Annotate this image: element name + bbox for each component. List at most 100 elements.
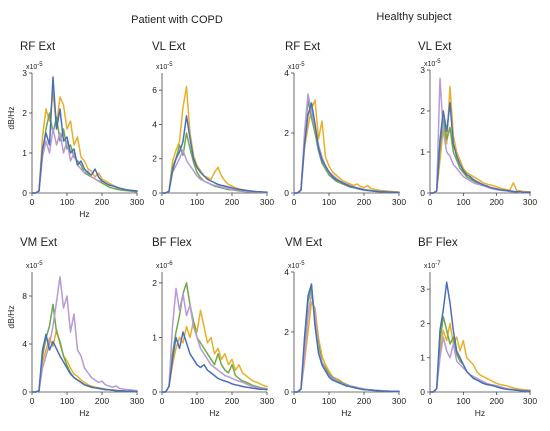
x-axis-label: Hz bbox=[475, 408, 485, 418]
exponent-label: x10-7 bbox=[424, 261, 441, 270]
x-tick-label: 300 bbox=[523, 197, 537, 207]
series-line-1 bbox=[429, 322, 531, 393]
x-axis-label: Hz bbox=[341, 408, 351, 418]
x-tick-label: 200 bbox=[225, 396, 239, 406]
y-axis-label: dB/Hz bbox=[6, 106, 16, 129]
series-line-4 bbox=[161, 331, 268, 393]
series-line-1 bbox=[429, 85, 531, 194]
series-line-1 bbox=[31, 92, 138, 194]
y-tick-label: 2 bbox=[152, 278, 157, 288]
panel-title: RF Ext bbox=[285, 41, 321, 53]
x-tick-label: 100 bbox=[322, 197, 336, 207]
panel-2: VL Ext x10-5 0 100 200 300 0 2 4 6 bbox=[152, 41, 274, 207]
y-tick-label: 3 bbox=[420, 284, 425, 294]
panel-3: RF Ext x10-5 0 100 200 300 0 2 4 bbox=[284, 41, 406, 207]
x-tick-label: 300 bbox=[523, 396, 537, 406]
y-tick-label: 0 bbox=[152, 387, 157, 397]
panel-title: BF Flex bbox=[152, 237, 192, 249]
x-tick-label: 0 bbox=[292, 396, 297, 406]
series-line-1 bbox=[161, 85, 268, 194]
exponent-label: x10-5 bbox=[288, 62, 305, 71]
series-line-4 bbox=[293, 283, 400, 393]
y-axis-label: dB/Hz bbox=[6, 305, 16, 328]
group-title-copd: Patient with COPD bbox=[131, 14, 223, 26]
x-tick-label: 100 bbox=[190, 396, 204, 406]
y-tick-label: 0 bbox=[22, 387, 27, 397]
y-tick-label: 1 bbox=[420, 147, 425, 157]
series-line-3 bbox=[429, 336, 531, 393]
series-line-3 bbox=[161, 287, 268, 393]
y-tick-label: 2 bbox=[152, 154, 157, 164]
y-tick-label: 4 bbox=[22, 339, 27, 349]
x-tick-label: 200 bbox=[357, 197, 371, 207]
y-tick-label: 2 bbox=[22, 108, 27, 118]
y-tick-label: 4 bbox=[152, 119, 157, 129]
panel-title: VM Ext bbox=[20, 237, 58, 249]
x-tick-label: 100 bbox=[456, 396, 470, 406]
panel-5: VM Ext x10-5 0 100 200 300 0 4 8 Hz dB/Hz bbox=[6, 237, 144, 418]
y-tick-label: 0 bbox=[284, 387, 289, 397]
series-line-4 bbox=[161, 115, 268, 194]
panel-title: BF Flex bbox=[418, 237, 458, 249]
x-tick-label: 100 bbox=[60, 396, 74, 406]
x-tick-label: 100 bbox=[456, 197, 470, 207]
y-tick-label: 0 bbox=[420, 188, 425, 198]
x-tick-label: 100 bbox=[60, 197, 74, 207]
x-axis-label: Hz bbox=[79, 209, 89, 219]
y-tick-label: 4 bbox=[284, 68, 289, 78]
y-tick-label: 0 bbox=[284, 188, 289, 198]
exponent-label: x10-5 bbox=[26, 261, 43, 270]
x-tick-label: 300 bbox=[130, 197, 144, 207]
y-tick-label: 1 bbox=[420, 353, 425, 363]
series-line-4 bbox=[31, 333, 138, 393]
series-line-2 bbox=[293, 99, 400, 194]
y-tick-label: 0 bbox=[22, 188, 27, 198]
x-tick-label: 100 bbox=[190, 197, 204, 207]
series-line-1 bbox=[293, 99, 400, 194]
series-line-4 bbox=[429, 102, 531, 194]
group-title-healthy: Healthy subject bbox=[376, 11, 451, 23]
x-tick-label: 300 bbox=[260, 197, 274, 207]
y-tick-label: 1 bbox=[22, 148, 27, 158]
panel-title: VL Ext bbox=[152, 41, 186, 53]
y-tick-label: 0 bbox=[420, 387, 425, 397]
y-tick-label: 2 bbox=[420, 318, 425, 328]
y-tick-label: 3 bbox=[420, 65, 425, 75]
x-tick-label: 0 bbox=[292, 197, 297, 207]
series-line-4 bbox=[31, 76, 138, 194]
x-tick-label: 300 bbox=[260, 396, 274, 406]
series-line-1 bbox=[161, 309, 268, 393]
panel-7: VM Ext x10-5 0 100 200 300 0 2 4 Hz bbox=[284, 237, 406, 418]
x-tick-label: 200 bbox=[490, 197, 504, 207]
series-line-2 bbox=[429, 118, 531, 194]
y-tick-label: 1 bbox=[152, 332, 157, 342]
y-tick-label: 2 bbox=[284, 128, 289, 138]
x-tick-label: 300 bbox=[130, 396, 144, 406]
series-line-3 bbox=[293, 292, 400, 393]
x-tick-label: 300 bbox=[392, 197, 406, 207]
x-tick-label: 0 bbox=[428, 396, 433, 406]
panel-title: VM Ext bbox=[285, 237, 323, 249]
series-line-4 bbox=[429, 281, 531, 393]
panel-1: RF Ext x10-5 0 100 200 300 0 1 2 3 Hz dB/Hz bbox=[6, 41, 144, 219]
exponent-label: x10-5 bbox=[26, 62, 43, 71]
y-tick-label: 6 bbox=[152, 85, 157, 95]
x-axis-label: Hz bbox=[79, 408, 89, 418]
exponent-label: x10-5 bbox=[288, 261, 305, 270]
series-line-3 bbox=[31, 276, 138, 393]
y-tick-label: 2 bbox=[284, 327, 289, 337]
x-tick-label: 200 bbox=[225, 197, 239, 207]
x-tick-label: 200 bbox=[95, 197, 109, 207]
x-tick-label: 0 bbox=[160, 197, 165, 207]
x-tick-label: 0 bbox=[30, 197, 35, 207]
x-tick-label: 300 bbox=[392, 396, 406, 406]
x-tick-label: 200 bbox=[357, 396, 371, 406]
x-tick-label: 0 bbox=[428, 197, 433, 207]
panel-8: BF Flex x10-7 0 100 200 300 0 1 2 3 Hz bbox=[418, 237, 537, 418]
panel-4: VL Ext x10-5 0 100 200 300 0 1 2 3 bbox=[418, 41, 537, 207]
series-line-4 bbox=[293, 102, 400, 194]
x-tick-label: 200 bbox=[95, 396, 109, 406]
x-tick-label: 100 bbox=[322, 396, 336, 406]
